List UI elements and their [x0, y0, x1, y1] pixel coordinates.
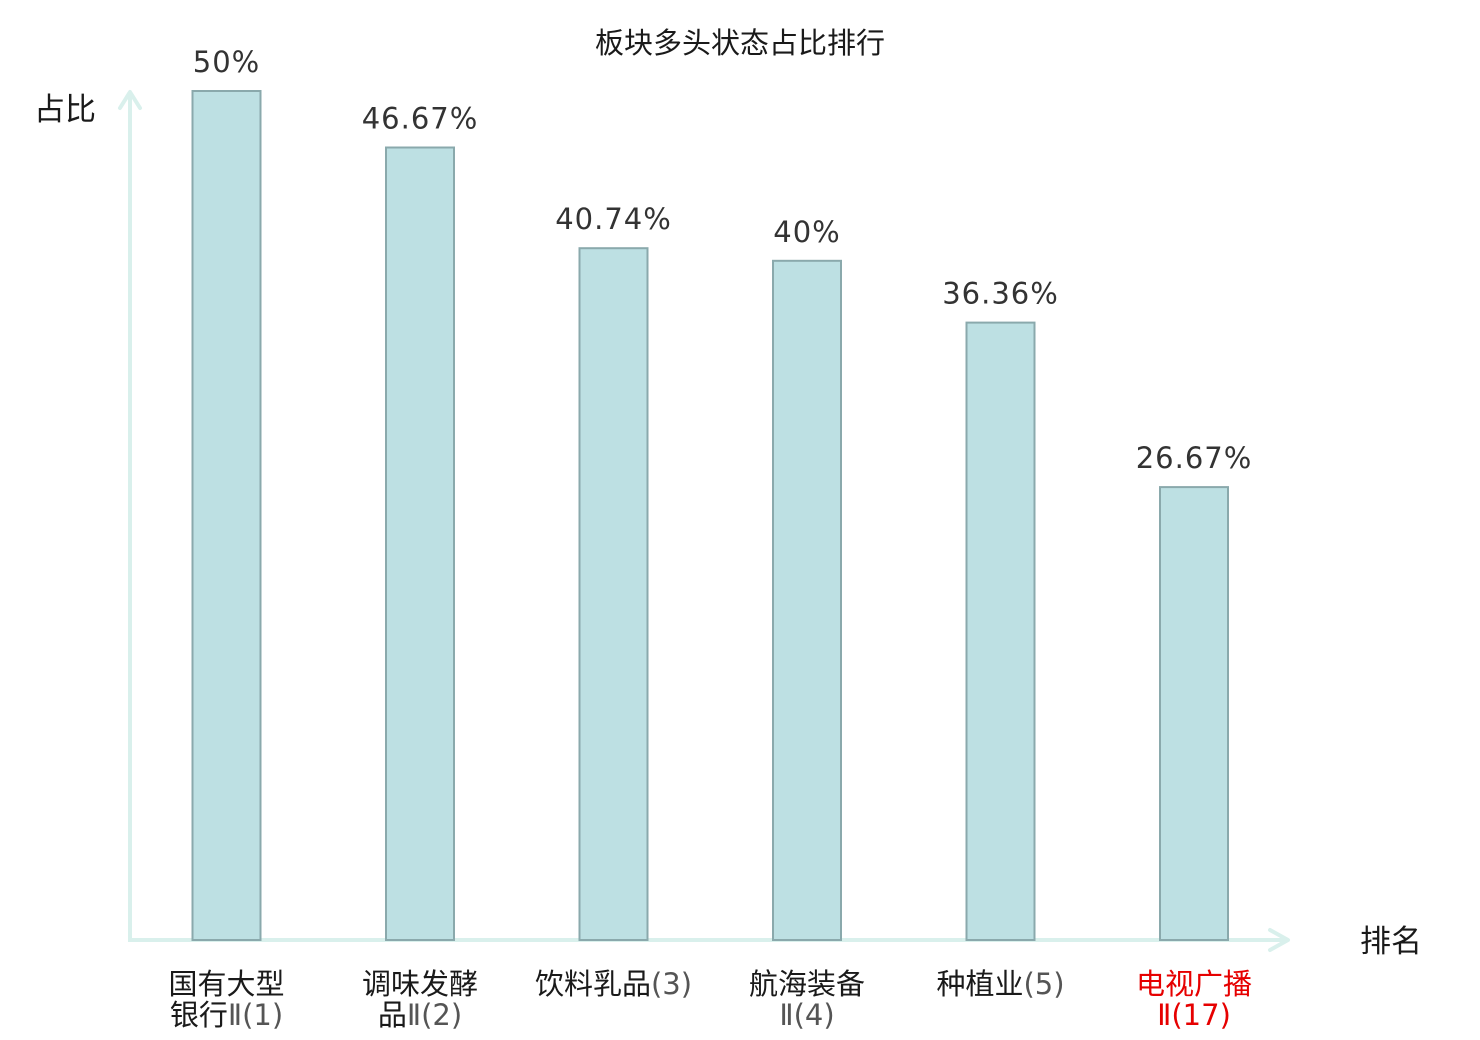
category-label: 饮料乳品(3) — [535, 967, 692, 1001]
bar-value-label: 46.67% — [362, 102, 479, 136]
bar — [385, 146, 455, 941]
y-axis-label: 占比 — [34, 92, 96, 128]
bar-value-label: 40.74% — [555, 202, 672, 236]
x-axis — [128, 928, 1290, 952]
value-labels: 50% 46.67% 40.74% 40% 36.36% 26.67% — [193, 45, 1253, 475]
category-label-line1: 电视广播 — [1136, 967, 1252, 1001]
bar — [191, 90, 262, 941]
category-label-line2: Ⅱ(4) — [779, 998, 834, 1032]
category-label-line1: 种植业(5) — [936, 967, 1064, 1001]
x-axis-label: 排名 — [1360, 924, 1422, 960]
category-label-line1: 航海装备 — [749, 967, 865, 1001]
bar-value-label: 26.67% — [1136, 441, 1253, 475]
bar-value-label: 36.36% — [942, 277, 1059, 311]
category-label-line2: Ⅱ(17) — [1157, 998, 1231, 1032]
y-axis — [118, 90, 142, 940]
bar-value-label: 40% — [773, 215, 840, 249]
bar — [578, 247, 649, 941]
category-label-line2: 品Ⅱ(2) — [378, 998, 462, 1032]
bars — [191, 90, 1229, 942]
y-axis-arrow — [118, 90, 142, 110]
bar — [965, 321, 1036, 942]
category-label-line1: 饮料乳品(3) — [535, 967, 692, 1001]
bar-value-label: 50% — [193, 45, 260, 79]
category-label: 种植业(5) — [936, 967, 1064, 1001]
bar — [772, 259, 842, 941]
category-label-line1: 国有大型 — [168, 967, 284, 1001]
chart-title: 板块多头状态占比排行 — [595, 26, 885, 60]
bar — [1159, 486, 1229, 941]
x-axis-arrow — [1268, 928, 1290, 952]
category-label-line1: 调味发酵 — [362, 967, 478, 1001]
category-label-line2: 银行Ⅱ(1) — [170, 998, 283, 1032]
